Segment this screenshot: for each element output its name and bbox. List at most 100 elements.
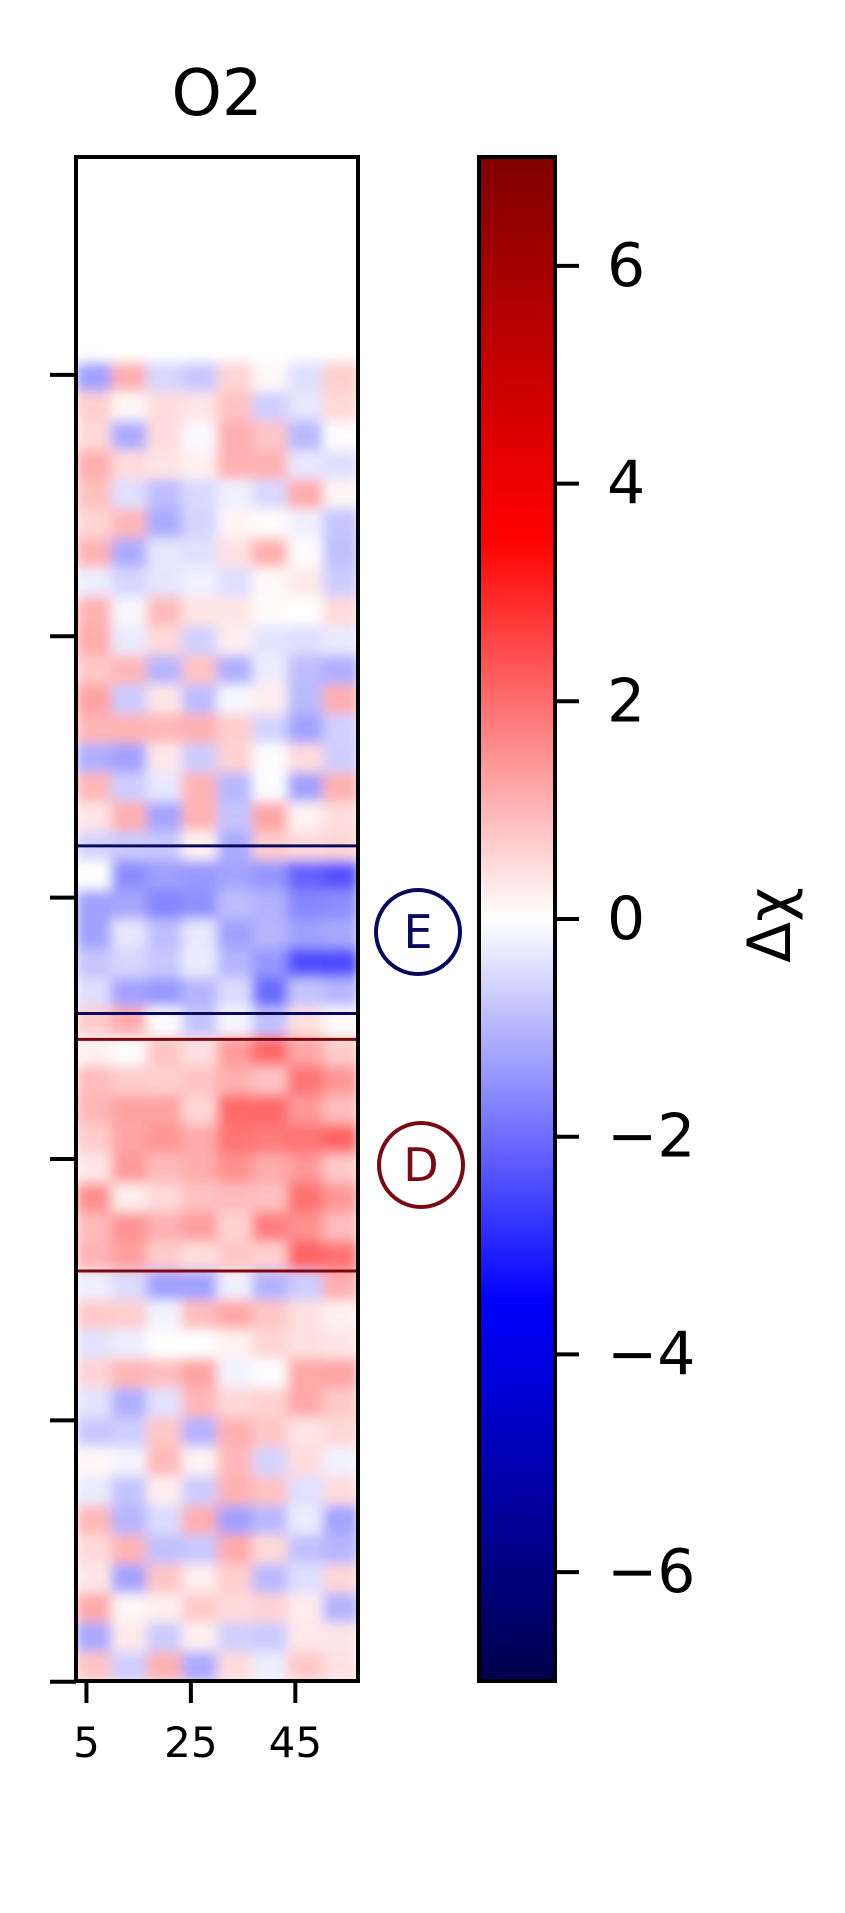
heatmap-cell (181, 1094, 218, 1126)
heatmap-cell (287, 362, 324, 393)
heatmap-cell (111, 1329, 148, 1360)
heatmap-cell (322, 860, 358, 891)
heatmap-cell (111, 1212, 148, 1243)
heatmap-cell (322, 801, 358, 833)
heatmap-cell (287, 977, 324, 1008)
heatmap-cell (217, 1622, 254, 1653)
heatmap-cell (181, 772, 218, 803)
heatmap-cell (76, 655, 113, 686)
heatmap-cell (111, 1505, 148, 1536)
heatmap-cell (146, 450, 183, 481)
heatmap-cell (252, 713, 289, 745)
heatmap-cell (146, 596, 183, 627)
heatmap-cell (217, 1065, 254, 1096)
heatmap-cell (76, 420, 113, 452)
heatmap-cell (287, 1387, 324, 1419)
heatmap-cell (181, 303, 218, 334)
heatmap-cell (111, 567, 148, 598)
heatmap-cell (322, 1651, 358, 1681)
heatmap-cell (217, 362, 254, 393)
heatmap-cell (217, 1475, 254, 1507)
heatmap-cell (111, 450, 148, 481)
heatmap-cell (217, 274, 254, 305)
heatmap-cell (322, 1006, 358, 1038)
heatmap-cell (287, 1417, 324, 1448)
heatmap-cell (252, 1358, 289, 1389)
heatmap-cell (146, 567, 183, 598)
heatmap-cell (146, 889, 183, 920)
heatmap-cell (287, 303, 324, 334)
heatmap-cell (146, 1300, 183, 1331)
heatmap-cell (322, 1475, 358, 1507)
heatmap-cell (217, 303, 254, 334)
heatmap-cell (111, 1651, 148, 1681)
heatmap-cell (111, 948, 148, 979)
heatmap-cell (252, 1182, 289, 1214)
heatmap-cell (287, 772, 324, 803)
heatmap-cell (217, 1270, 254, 1301)
heatmap-cell (322, 1446, 358, 1477)
heatmap-cell (252, 567, 289, 598)
heatmap-cell (217, 215, 254, 246)
colorbar (477, 155, 557, 1683)
heatmap-cell (76, 1329, 113, 1360)
heatmap-cell (217, 1212, 254, 1243)
heatmap-cell (217, 1651, 254, 1681)
heatmap-cell (146, 274, 183, 305)
heatmap-cell (217, 538, 254, 569)
heatmap-cell (252, 684, 289, 715)
heatmap-cell (181, 1065, 218, 1096)
heatmap-cell (146, 1651, 183, 1681)
heatmap-cell (76, 157, 113, 188)
heatmap-cell (76, 1563, 113, 1595)
colorbar-tick-label: −4 (607, 1319, 695, 1389)
heatmap-cell (111, 772, 148, 803)
heatmap-cell (287, 450, 324, 481)
heatmap-cell (217, 801, 254, 833)
heatmap-cell (76, 244, 113, 276)
heatmap-cell (146, 1446, 183, 1477)
heatmap-cell (217, 157, 254, 188)
heatmap-cell (322, 1622, 358, 1653)
heatmap-cell (181, 244, 218, 276)
heatmap-cell (76, 1241, 113, 1272)
heatmap-cell (111, 655, 148, 686)
heatmap-cell (76, 889, 113, 920)
heatmap-cell (252, 1300, 289, 1331)
heatmap-cell (287, 1212, 324, 1243)
heatmap-cell (217, 655, 254, 686)
heatmap-cell (146, 625, 183, 657)
region-marker-E: E (374, 888, 462, 976)
heatmap-cell (146, 655, 183, 686)
region-marker-D: D (377, 1121, 465, 1209)
heatmap-cell (111, 1387, 148, 1419)
heatmap-cell (217, 1593, 254, 1624)
heatmap-cell (322, 625, 358, 657)
colorbar-tick-label: −6 (607, 1537, 695, 1607)
heatmap-cell (287, 1622, 324, 1653)
heatmap-cell (252, 157, 289, 188)
heatmap-cell (322, 1182, 358, 1214)
heatmap-cell (217, 1358, 254, 1389)
heatmap-cell (146, 977, 183, 1008)
heatmap-cell (252, 1329, 289, 1360)
heatmap-cell (217, 1241, 254, 1272)
heatmap-cell (252, 1065, 289, 1096)
heatmap-cell (146, 1094, 183, 1126)
heatmap-cell (76, 948, 113, 979)
heatmap-cell (322, 1505, 358, 1536)
heatmap-cell (252, 479, 289, 510)
heatmap-cell (111, 1534, 148, 1565)
heatmap-cell (322, 1065, 358, 1096)
heatmap-cell (322, 274, 358, 305)
heatmap-cell (252, 1036, 289, 1067)
heatmap-cell (111, 391, 148, 422)
heatmap-cell (322, 186, 358, 217)
heatmap-cell (76, 1094, 113, 1126)
heatmap-cell (111, 1124, 148, 1155)
heatmap-cell (322, 655, 358, 686)
heatmap-cell (181, 391, 218, 422)
heatmap-cell (76, 1358, 113, 1389)
heatmap-cell (217, 684, 254, 715)
heatmap-cell (287, 1505, 324, 1536)
